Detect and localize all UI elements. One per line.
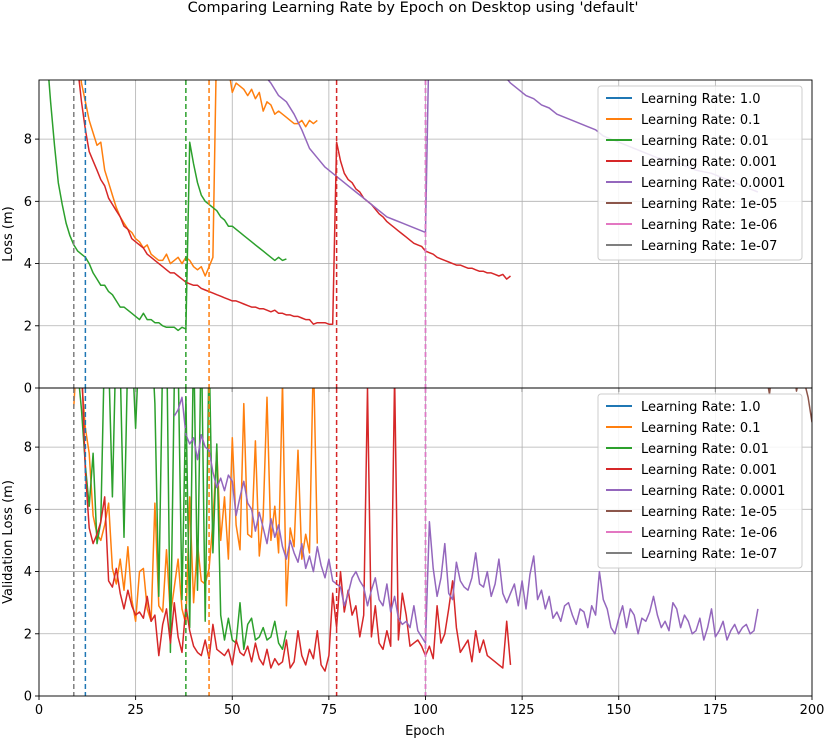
x-tick-label: 100: [413, 703, 438, 718]
x-tick-label: 200: [800, 703, 825, 718]
y-tick-label: 0: [24, 382, 32, 397]
legend-label: Learning Rate: 1e-05: [641, 505, 777, 520]
legend-label: Learning Rate: 0.01: [641, 442, 769, 457]
y-tick-label: 8: [24, 441, 32, 456]
y-tick-label: 6: [24, 195, 32, 210]
legend-label: Learning Rate: 0.0001: [641, 176, 785, 191]
legend-label: Learning Rate: 0.001: [641, 155, 777, 170]
series-line: [48, 80, 287, 332]
x-tick-label: 125: [510, 703, 535, 718]
x-tick-label: 25: [127, 703, 144, 718]
x-tick-label: 0: [35, 703, 43, 718]
legend-label: Learning Rate: 0.1: [641, 421, 761, 436]
x-tick-label: 175: [703, 703, 728, 718]
x-axis-label: Epoch: [405, 724, 445, 739]
y-tick-label: 0: [24, 690, 32, 705]
y-tick-label: 2: [24, 627, 32, 642]
y-tick-label: 6: [24, 503, 32, 518]
legend: Learning Rate: 1.0 Learning Rate: 0.1 Lear…: [597, 85, 803, 261]
legend-label: Learning Rate: 0.1: [641, 113, 761, 128]
series-line: [173, 396, 759, 644]
y-tick-label: 4: [24, 257, 32, 272]
legend-label: Learning Rate: 1e-07: [641, 547, 777, 562]
x-tick-label: 50: [224, 703, 241, 718]
y-axis-label: Loss (m): [1, 206, 16, 261]
legend: Learning Rate: 1.0 Learning Rate: 0.1 Lear…: [597, 393, 803, 569]
y-axis-label: Validation Loss (m): [1, 480, 16, 604]
legend-label: Learning Rate: 1e-06: [641, 526, 777, 541]
legend-label: Learning Rate: 1.0: [641, 92, 761, 107]
legend-label: Learning Rate: 1e-06: [641, 218, 777, 233]
figure-title: Comparing Learning Rate by Epoch on Desk…: [188, 0, 639, 16]
y-tick-label: 2: [24, 319, 32, 334]
series-line: [78, 388, 288, 654]
legend-label: Learning Rate: 1e-05: [641, 197, 777, 212]
legend-label: Learning Rate: 1.0: [641, 400, 761, 415]
series-line: [80, 80, 318, 277]
legend-label: Learning Rate: 1e-07: [641, 239, 777, 254]
validation-loss-panel: 0 2 4 6 8 0 25 50 75 100 125 150 175 200 Validation Lo…: [1, 387, 825, 718]
y-tick-label: 8: [24, 133, 32, 148]
x-tick-label: 150: [606, 703, 631, 718]
y-tick-label: 4: [24, 565, 32, 580]
x-tick-label: 75: [321, 703, 338, 718]
legend-box: [597, 393, 803, 569]
legend-box: [597, 85, 803, 261]
legend-label: Learning Rate: 0.001: [641, 463, 777, 478]
series-line: [78, 80, 511, 325]
legend-label: Learning Rate: 0.0001: [641, 484, 785, 499]
series-line: [81, 388, 512, 672]
legend-label: Learning Rate: 0.01: [641, 134, 769, 149]
